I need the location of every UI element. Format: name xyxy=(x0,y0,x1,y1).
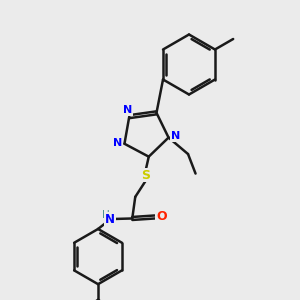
Text: N: N xyxy=(170,131,180,141)
Text: N: N xyxy=(105,213,115,226)
Text: N: N xyxy=(123,105,132,115)
Text: H: H xyxy=(102,211,110,220)
Text: O: O xyxy=(156,211,167,224)
Text: N: N xyxy=(113,138,122,148)
Text: S: S xyxy=(141,169,150,182)
